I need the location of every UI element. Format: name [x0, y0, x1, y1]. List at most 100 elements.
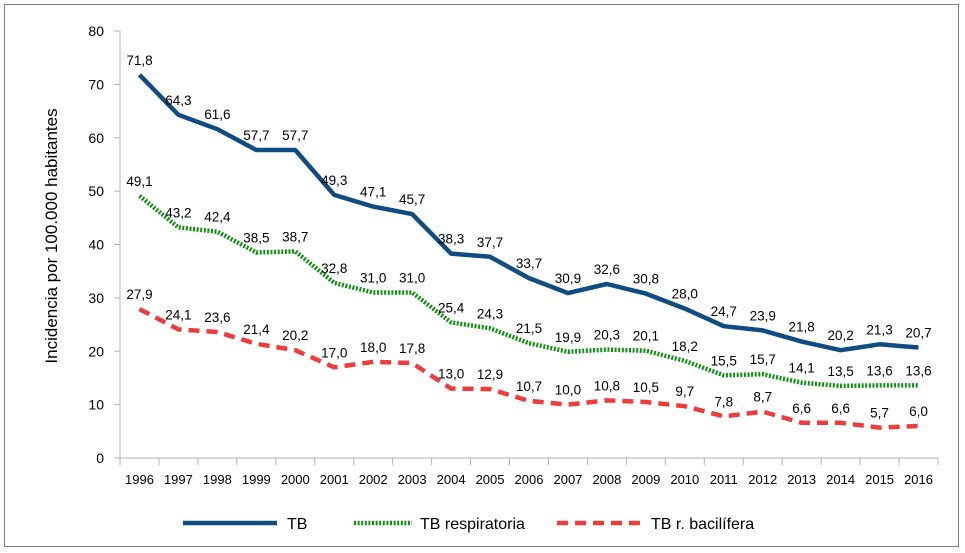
- data-label: 12,9: [477, 367, 503, 382]
- x-tick-label: 1999: [242, 472, 271, 487]
- data-label: 19,9: [555, 330, 581, 345]
- x-tick-label: 2004: [437, 472, 466, 487]
- series-lines: [137, 73, 919, 430]
- y-tick-label: 60: [88, 130, 104, 146]
- data-label: 38,5: [243, 231, 269, 246]
- x-tick-label: 2009: [631, 472, 660, 487]
- data-label: 24,3: [477, 306, 503, 321]
- y-tick-label: 20: [88, 343, 104, 359]
- y-tick-label: 30: [88, 290, 104, 306]
- data-label: 32,8: [321, 261, 347, 276]
- data-label: 8,7: [753, 390, 772, 405]
- x-tick-label: 2011: [710, 472, 738, 487]
- data-label: 38,3: [438, 232, 464, 247]
- data-label: 13,5: [827, 364, 853, 379]
- y-axis-ticks: 0 10 20 30 40 50 60 70 80: [88, 23, 120, 466]
- data-label: 30,9: [555, 271, 581, 286]
- data-label: 23,6: [204, 310, 230, 325]
- data-label: 47,1: [360, 185, 386, 200]
- data-label: 10,0: [555, 383, 581, 398]
- data-label: 17,0: [321, 345, 347, 360]
- x-tick-label: 2010: [670, 472, 699, 487]
- data-label: 57,7: [282, 128, 308, 143]
- data-label: 10,5: [633, 380, 659, 395]
- data-label: 14,1: [789, 361, 815, 376]
- y-tick-label: 70: [88, 76, 104, 92]
- x-axis-ticks: 1996 1997 1998 1999 2000 2001 2002 2003 2004 2005…: [119, 458, 939, 487]
- data-label: 13,0: [438, 367, 464, 382]
- x-tick-label: 2016: [904, 472, 933, 487]
- data-label: 23,9: [750, 308, 776, 323]
- data-label: 18,2: [672, 339, 698, 354]
- data-label: 57,7: [243, 128, 269, 143]
- data-label: 32,6: [594, 262, 620, 277]
- data-label: 20,3: [594, 328, 620, 343]
- data-label: 20,7: [905, 326, 931, 341]
- chart-frame: [4, 4, 959, 547]
- y-tick-label: 40: [88, 237, 104, 253]
- y-axis-title: Incidencia por 100.000 habitantes: [42, 108, 61, 363]
- data-label: 13,6: [905, 363, 931, 378]
- data-label: 24,7: [711, 304, 737, 319]
- x-tick-label: 2006: [515, 472, 544, 487]
- data-label: 15,7: [750, 352, 776, 367]
- data-labels: 71,8 64,3 61,6 57,7 57,7 49,3 47,1 45,7 38,3 37,7…: [126, 53, 931, 421]
- legend-label-1: TB: [287, 516, 307, 533]
- y-tick-label: 0: [96, 450, 104, 466]
- data-label: 6,6: [831, 401, 850, 416]
- data-label: 20,1: [633, 329, 659, 344]
- data-label: 6,6: [792, 401, 811, 416]
- data-label: 21,5: [516, 321, 542, 336]
- data-label: 42,4: [204, 210, 231, 225]
- data-label: 49,3: [321, 173, 347, 188]
- data-label: 5,7: [870, 406, 889, 421]
- data-label: 15,5: [711, 353, 737, 368]
- x-tick-label: 1997: [164, 472, 193, 487]
- data-label: 37,7: [477, 235, 503, 250]
- data-label: 38,7: [282, 229, 308, 244]
- data-label: 64,3: [165, 93, 191, 108]
- x-tick-label: 2008: [592, 472, 621, 487]
- series-line-3: [138, 307, 919, 430]
- series-line-2: [138, 194, 919, 389]
- data-label: 21,4: [243, 322, 270, 337]
- data-label: 30,8: [633, 272, 659, 287]
- y-tick-label: 50: [88, 183, 104, 199]
- x-tick-label: 2014: [826, 472, 855, 487]
- data-label: 31,0: [360, 271, 386, 286]
- data-label: 6,0: [909, 404, 928, 419]
- y-tick-label: 10: [88, 397, 104, 413]
- data-label: 49,1: [126, 174, 152, 189]
- x-tick-label: 2015: [865, 472, 894, 487]
- data-label: 45,7: [399, 192, 425, 207]
- data-label: 7,8: [714, 394, 733, 409]
- x-tick-label: 1998: [203, 472, 232, 487]
- data-label: 17,8: [399, 341, 425, 356]
- data-label: 10,7: [516, 379, 542, 394]
- data-label: 25,4: [438, 300, 465, 315]
- x-tick-label: 2012: [748, 472, 777, 487]
- series-line-1: [137, 73, 919, 353]
- data-label: 28,0: [672, 287, 698, 302]
- x-tick-label: 2000: [281, 472, 310, 487]
- data-label: 61,6: [204, 107, 230, 122]
- data-label: 31,0: [399, 271, 425, 286]
- data-label: 10,8: [594, 378, 620, 393]
- x-tick-label: 2003: [398, 472, 427, 487]
- data-label: 43,2: [165, 205, 191, 220]
- data-label: 13,6: [866, 363, 892, 378]
- data-label: 24,1: [165, 307, 191, 322]
- data-label: 21,8: [789, 320, 815, 335]
- x-tick-label: 2005: [476, 472, 505, 487]
- y-tick-label: 80: [88, 23, 104, 39]
- legend: TB TB respiratoria TB r. bacilífera: [183, 516, 754, 533]
- data-label: 71,8: [126, 53, 152, 68]
- data-label: 27,9: [126, 287, 152, 302]
- legend-label-3: TB r. bacilífera: [651, 516, 754, 533]
- legend-label-2: TB respiratoria: [420, 516, 525, 533]
- x-tick-label: 2007: [553, 472, 582, 487]
- data-label: 20,2: [282, 328, 308, 343]
- data-label: 33,7: [516, 256, 542, 271]
- x-tick-label: 2013: [787, 472, 816, 487]
